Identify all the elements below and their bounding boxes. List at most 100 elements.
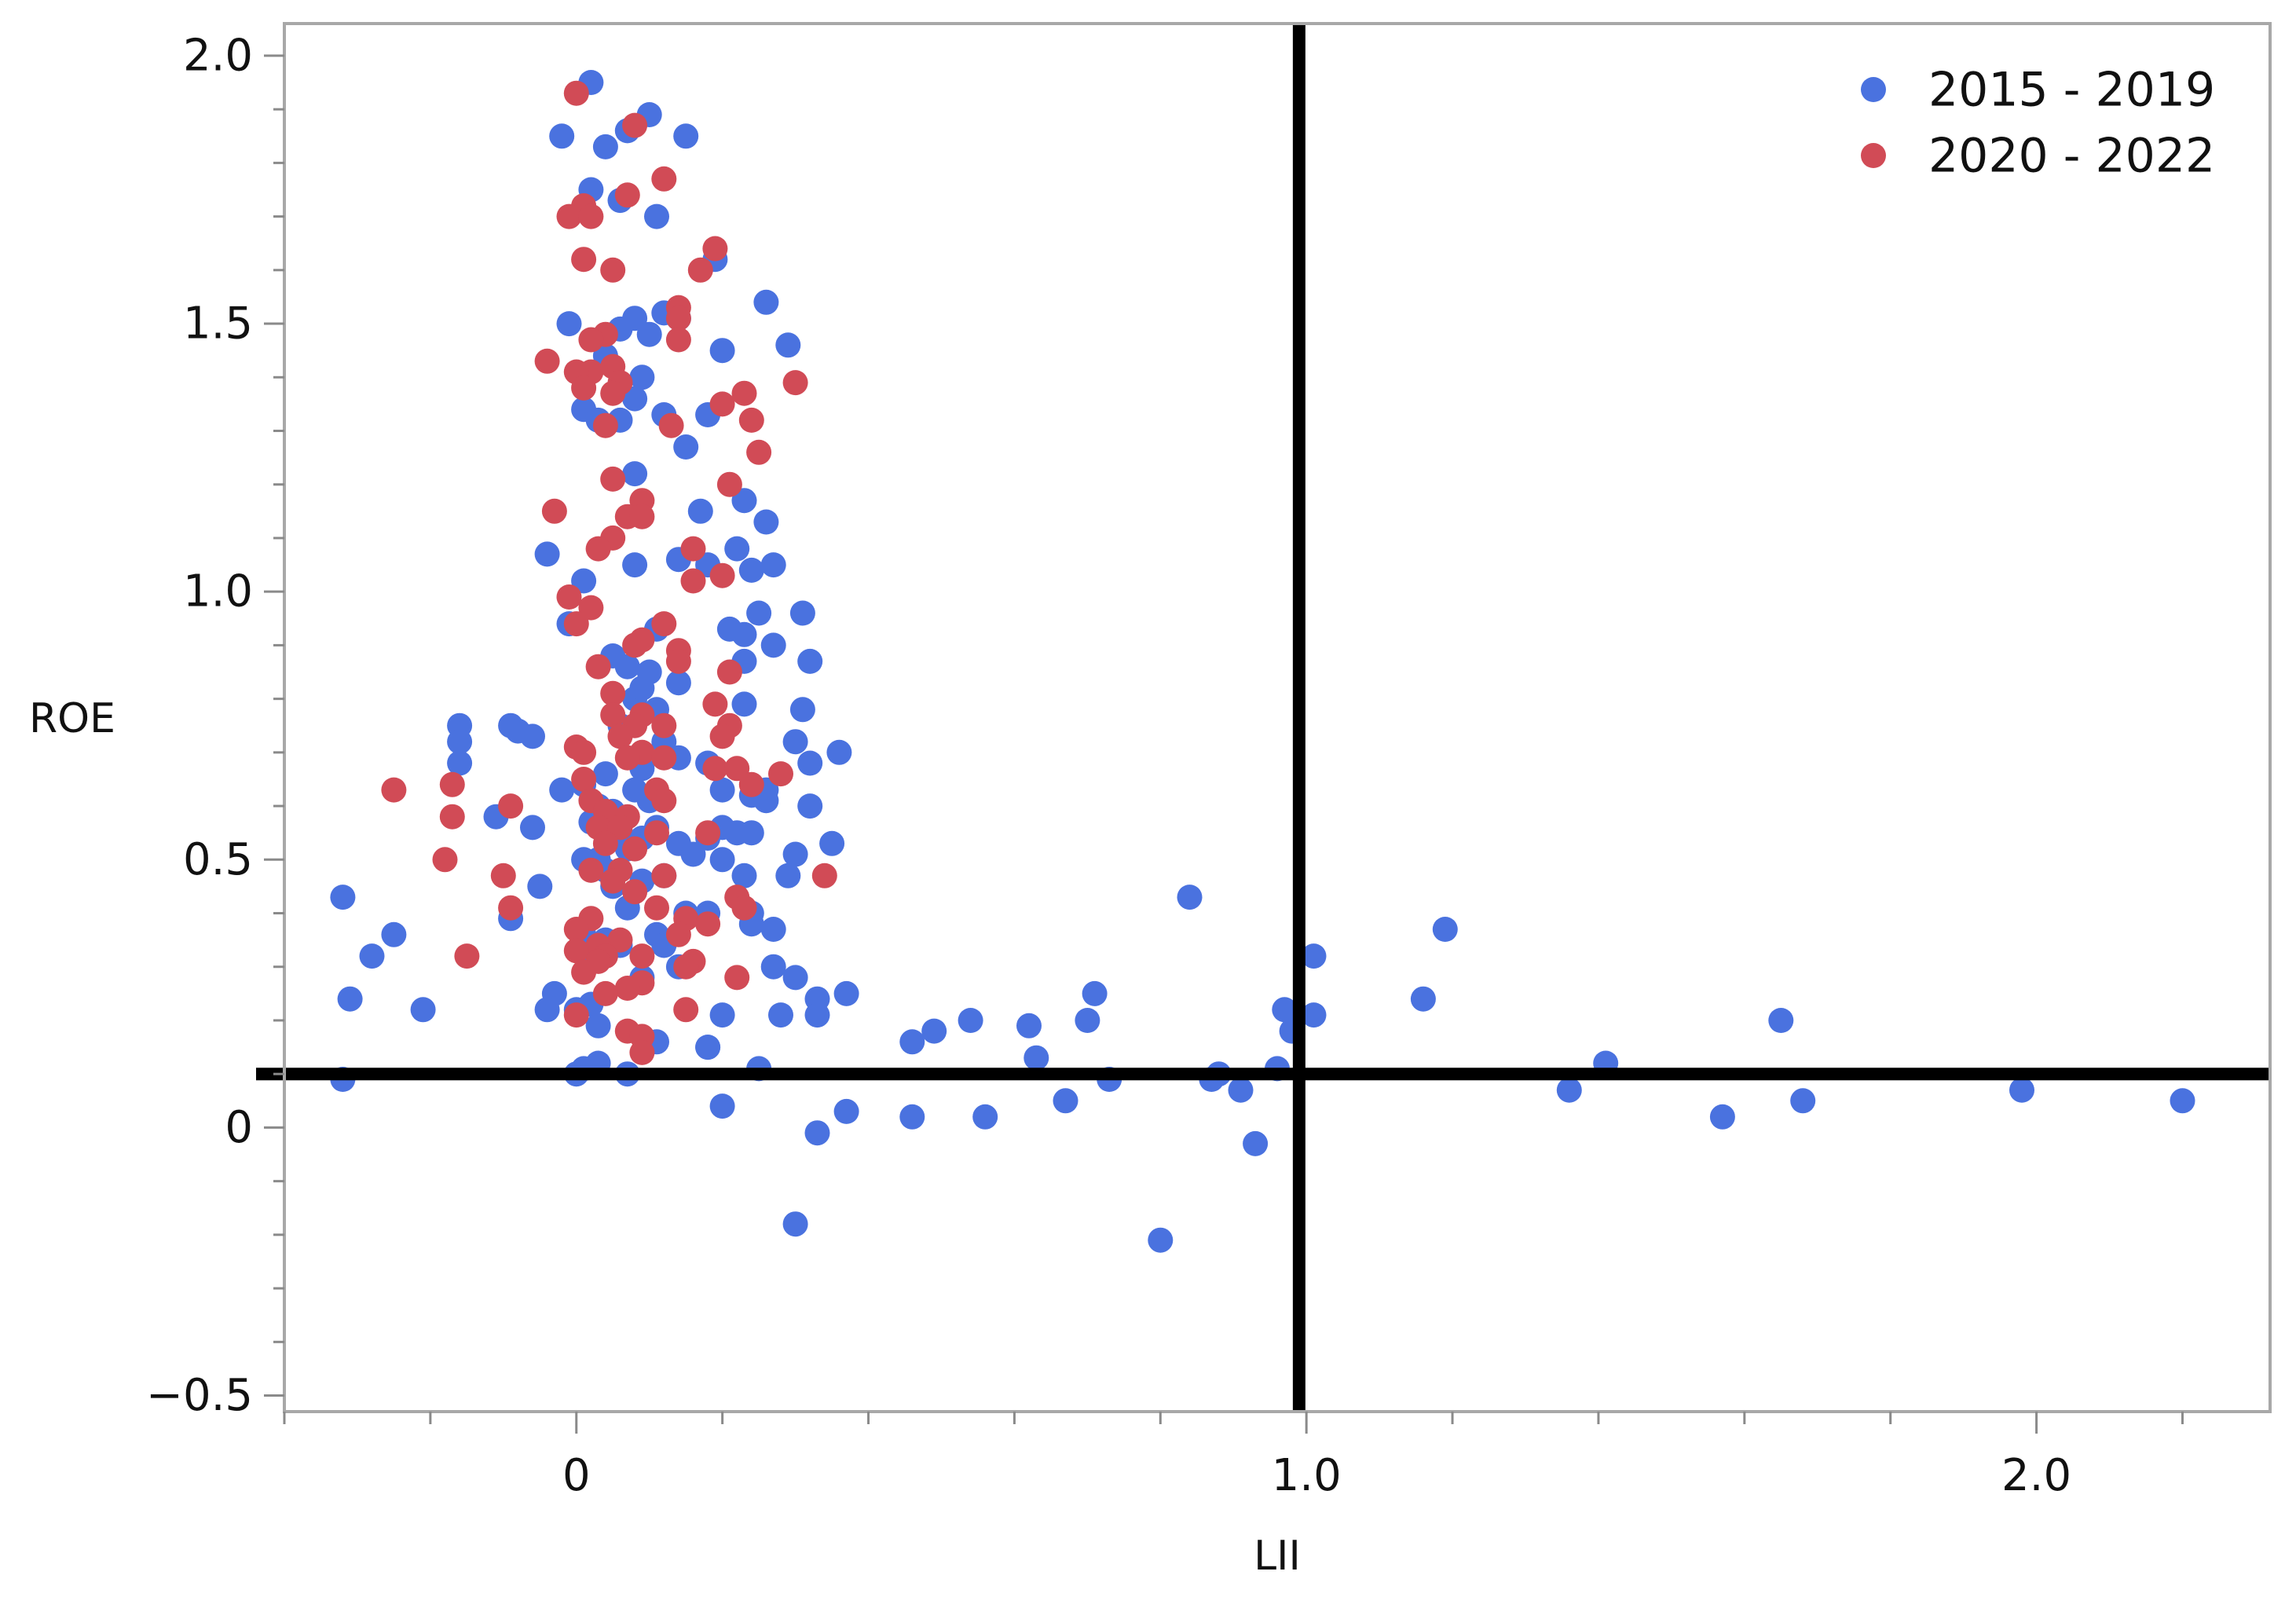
data-point-s0-143 [1301, 1002, 1327, 1028]
data-point-s1-31 [716, 471, 742, 497]
y-tick-label: 2.0 [183, 30, 253, 81]
data-point-s0-38 [760, 552, 786, 578]
data-point-s1-41 [556, 584, 582, 610]
data-point-s1-96 [644, 895, 669, 921]
data-point-s1-21 [782, 370, 808, 396]
data-point-s1-88 [651, 863, 677, 888]
data-point-s0-148 [1768, 1008, 1794, 1033]
data-point-s1-6 [578, 203, 604, 229]
data-point-s1-5 [556, 203, 582, 229]
data-point-s1-111 [571, 959, 597, 985]
data-point-s1-68 [439, 771, 465, 797]
data-point-s1-44 [651, 611, 677, 637]
data-point-s0-179 [972, 1104, 998, 1130]
axes: −0.5 0 0.5 1.0 1.5 2.0 0 1.0 2.0 [146, 30, 2184, 1501]
data-point-s1-24 [731, 380, 757, 406]
data-point-s0-16 [556, 311, 582, 337]
legend-label-2015-2019: 2015 - 2019 [1928, 63, 2215, 118]
data-point-s0-177 [833, 1098, 859, 1124]
data-point-s0-66 [826, 739, 852, 765]
data-point-s1-87 [578, 857, 604, 883]
data-point-s1-100 [665, 921, 691, 947]
data-point-s0-182 [1243, 1130, 1269, 1156]
data-point-s0-183 [782, 1211, 808, 1237]
data-point-s0-149 [1075, 1008, 1100, 1033]
data-point-s1-106 [629, 943, 655, 969]
data-point-s1-114 [614, 976, 640, 1001]
data-point-s1-81 [644, 820, 669, 846]
y-tick-label: 1.5 [183, 299, 253, 350]
data-point-s1-50 [716, 659, 742, 685]
data-point-s1-92 [622, 879, 648, 905]
data-point-s0-2 [673, 123, 699, 149]
data-point-s0-133 [1082, 980, 1108, 1006]
data-point-s0-99 [782, 841, 808, 867]
data-point-s1-8 [571, 247, 597, 273]
data-point-s0-142 [410, 997, 436, 1023]
data-point-s1-3 [614, 182, 640, 208]
data-point-s0-117 [760, 917, 786, 942]
data-point-s1-73 [651, 788, 677, 814]
data-point-s1-69 [571, 767, 597, 792]
data-point-s0-32 [724, 536, 750, 562]
data-point-s0-39 [571, 568, 597, 594]
x-tick-label: 2.0 [2001, 1450, 2071, 1501]
data-point-s1-80 [607, 815, 633, 841]
data-point-s1-63 [614, 745, 640, 771]
data-point-s0-110 [330, 885, 356, 910]
data-point-s0-63 [447, 729, 473, 755]
data-point-s0-125 [1301, 943, 1327, 969]
data-point-s0-172 [2009, 1077, 2034, 1103]
plot-frame [283, 22, 2272, 1413]
data-point-s1-33 [541, 498, 567, 524]
data-point-s1-22 [571, 375, 597, 401]
data-point-s0-121 [381, 921, 407, 947]
data-point-s1-2 [651, 166, 677, 192]
data-point-s0-52 [614, 654, 640, 679]
data-point-s1-30 [600, 466, 626, 492]
x-tick-label: 0 [562, 1450, 591, 1501]
data-point-s0-157 [695, 1035, 721, 1060]
data-point-s0-145 [804, 1002, 830, 1028]
data-point-s0-141 [1272, 997, 1298, 1023]
data-point-s0-153 [921, 1018, 947, 1044]
data-point-s0-69 [797, 750, 823, 776]
legend-marker-2015-2019 [1861, 77, 1886, 102]
data-point-s1-89 [811, 863, 837, 888]
data-point-s1-101 [563, 917, 589, 942]
data-point-s0-151 [1016, 1013, 1042, 1038]
data-point-s0-79 [753, 788, 779, 814]
data-point-s1-29 [746, 439, 772, 465]
data-point-s1-58 [709, 723, 735, 749]
data-point-s1-83 [592, 830, 618, 856]
data-point-s1-59 [607, 723, 633, 749]
data-point-s0-20 [629, 364, 655, 390]
data-point-s1-23 [600, 380, 626, 406]
data-point-s1-84 [622, 836, 648, 862]
data-point-s0-147 [958, 1008, 983, 1033]
data-point-s0-74 [549, 777, 575, 803]
data-point-s0-137 [337, 986, 363, 1012]
data-point-s1-10 [687, 257, 713, 283]
data-point-s1-15 [578, 327, 604, 353]
data-point-s0-21 [622, 386, 648, 412]
data-point-s1-25 [709, 391, 735, 417]
data-points [330, 70, 2195, 1253]
data-point-s1-35 [629, 504, 655, 529]
data-point-s0-108 [527, 874, 553, 899]
data-point-s1-40 [709, 562, 735, 588]
data-point-s0-184 [1148, 1227, 1174, 1253]
data-point-s0-89 [738, 820, 764, 846]
data-point-s1-107 [454, 943, 480, 969]
data-point-s1-95 [498, 895, 524, 921]
data-point-s0-174 [1790, 1088, 1816, 1114]
data-point-s1-117 [563, 1002, 589, 1028]
data-point-s1-37 [585, 536, 611, 562]
data-point-s0-7 [644, 203, 669, 229]
data-point-s0-68 [447, 750, 473, 776]
data-point-s0-54 [629, 676, 655, 701]
data-point-s1-7 [702, 236, 728, 262]
data-point-s1-51 [600, 680, 626, 706]
data-point-s0-131 [782, 965, 808, 991]
data-point-s1-99 [695, 911, 721, 937]
